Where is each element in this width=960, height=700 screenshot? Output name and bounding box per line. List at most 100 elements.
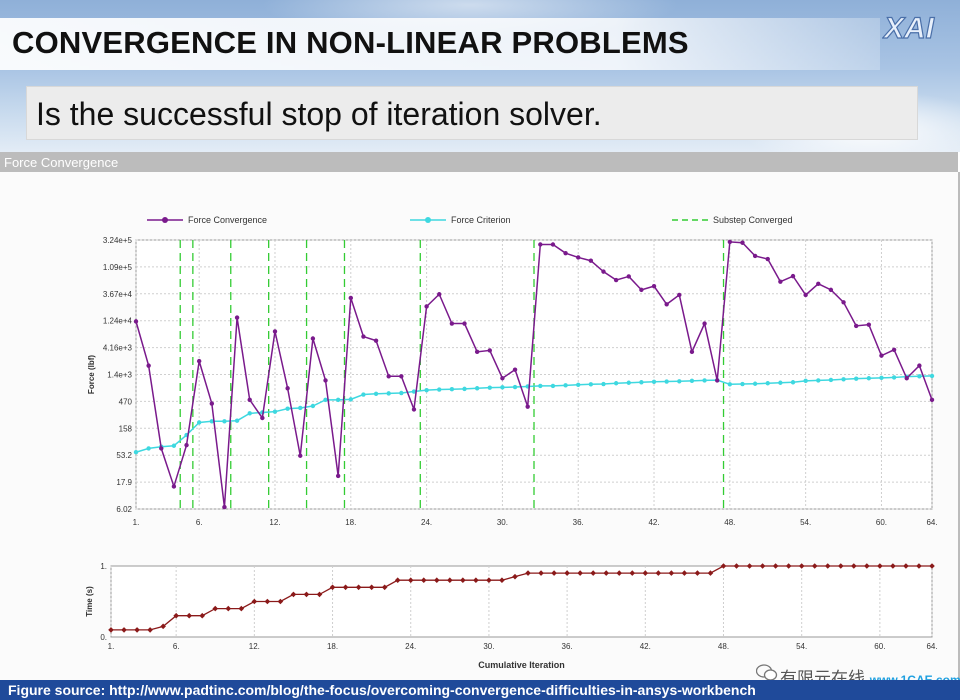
y-tick-label: 1.24e+4 <box>103 317 133 326</box>
force-criterion-point <box>601 381 606 387</box>
force-convergence-point <box>765 256 770 262</box>
force-criterion-point <box>550 383 556 389</box>
force-criterion-point <box>790 380 796 385</box>
force-criterion-point <box>234 418 240 423</box>
force-chart: 6.02 17.9 53.2 158 470 1.4e+3 4.16e+3 1.24e+4 3.… <box>87 236 938 527</box>
force-convergence-point <box>727 239 733 245</box>
force-convergence-point <box>525 404 530 409</box>
force-criterion-point <box>196 420 202 425</box>
x-tick-label: 1. <box>108 642 115 651</box>
time-point <box>668 570 675 576</box>
force-criterion-point <box>209 419 215 424</box>
wechat-icon <box>756 664 778 681</box>
force-convergence-point <box>613 277 619 283</box>
legend-force-marker <box>162 217 168 223</box>
force-convergence-line <box>135 241 933 508</box>
force-convergence-point <box>689 349 695 355</box>
force-convergence-point <box>424 304 429 309</box>
time-point <box>394 577 401 583</box>
time-point <box>460 577 466 583</box>
time-point <box>108 627 114 633</box>
force-convergence-point <box>702 321 707 326</box>
time-point <box>473 577 479 583</box>
force-criterion-point <box>487 385 492 390</box>
y-tick-label: 0. <box>100 633 107 642</box>
force-convergence-point <box>576 255 581 260</box>
time-point <box>551 570 557 576</box>
time-point <box>303 591 310 598</box>
force-criterion-point <box>563 383 568 388</box>
force-criterion-point <box>500 385 505 390</box>
time-point <box>720 563 727 569</box>
force-convergence-point <box>639 287 644 293</box>
x-tick-label: 60. <box>874 642 885 651</box>
time-point <box>916 563 922 569</box>
force-convergence-point <box>323 378 328 383</box>
force-convergence-point <box>159 446 164 451</box>
time-point <box>798 563 805 569</box>
force-convergence-point <box>538 242 543 247</box>
force-criterion-point <box>576 382 581 388</box>
force-convergence-point <box>664 302 669 307</box>
x-tick-label: 48. <box>718 642 729 651</box>
force-convergence-point <box>879 353 884 358</box>
time-point <box>199 612 206 619</box>
time-point <box>447 577 453 583</box>
force-criterion-point <box>399 390 404 396</box>
force-criterion-line <box>135 375 933 453</box>
force-criterion-point <box>689 378 695 384</box>
time-point <box>342 584 349 591</box>
time-point <box>160 623 166 630</box>
x-tick-label: 60. <box>876 518 887 527</box>
force-criterion-point <box>651 379 657 384</box>
force-convergence-point <box>904 376 909 381</box>
x-tick-label: 36. <box>562 642 573 651</box>
force-criterion-point <box>664 379 669 384</box>
y-tick-label: 1.4e+3 <box>107 371 132 380</box>
force-convergence-point <box>866 322 872 327</box>
time-point <box>694 570 701 576</box>
force-criterion-point <box>803 378 808 384</box>
subtitle: Is the successful stop of iteration solv… <box>36 96 602 132</box>
force-criterion-point <box>816 378 821 383</box>
legend-force-label: Force Convergence <box>188 215 267 225</box>
panel-header <box>0 152 958 172</box>
force-criterion-point <box>424 387 429 393</box>
time-point <box>824 563 831 569</box>
x-axis-label: Cumulative Iteration <box>478 660 565 670</box>
y-tick-label: 1. <box>100 562 107 571</box>
force-convergence-point <box>790 273 796 279</box>
force-criterion-point <box>891 375 897 380</box>
force-criterion-point <box>411 389 417 394</box>
time-point <box>368 584 375 591</box>
force-criterion-point <box>462 386 467 392</box>
force-convergence-point <box>298 453 303 458</box>
legend-criterion-marker <box>425 217 431 223</box>
x-tick-label: 1. <box>133 518 140 527</box>
time-point <box>629 570 636 576</box>
force-criterion-point <box>146 446 151 451</box>
time-point <box>212 605 219 612</box>
time-point <box>929 563 935 569</box>
legend-criterion-label: Force Criterion <box>451 215 511 225</box>
force-criterion-point <box>285 406 290 411</box>
x-tick-label: 64. <box>926 642 937 651</box>
force-criterion-point <box>222 419 227 424</box>
time-point <box>746 563 753 569</box>
x-tick-label: 18. <box>327 642 338 651</box>
time-point <box>733 563 740 569</box>
force-convergence-point <box>146 363 151 368</box>
time-point <box>486 577 492 583</box>
force-convergence-point <box>512 367 518 372</box>
force-criterion-point <box>133 450 139 455</box>
y-tick-label: 3.67e+4 <box>103 290 133 299</box>
y-tick-label: 3.24e+5 <box>103 236 133 245</box>
force-convergence-point <box>677 292 682 298</box>
time-point <box>499 577 505 583</box>
x-tick-label: 30. <box>483 642 494 651</box>
x-tick-label: 24. <box>405 642 416 651</box>
y-tick-label: 53.2 <box>116 451 132 460</box>
x-tick-label: 6. <box>196 518 203 527</box>
force-convergence-point <box>929 397 935 403</box>
chart-canvas: Force Convergence Force Criterion Subste… <box>85 215 938 670</box>
